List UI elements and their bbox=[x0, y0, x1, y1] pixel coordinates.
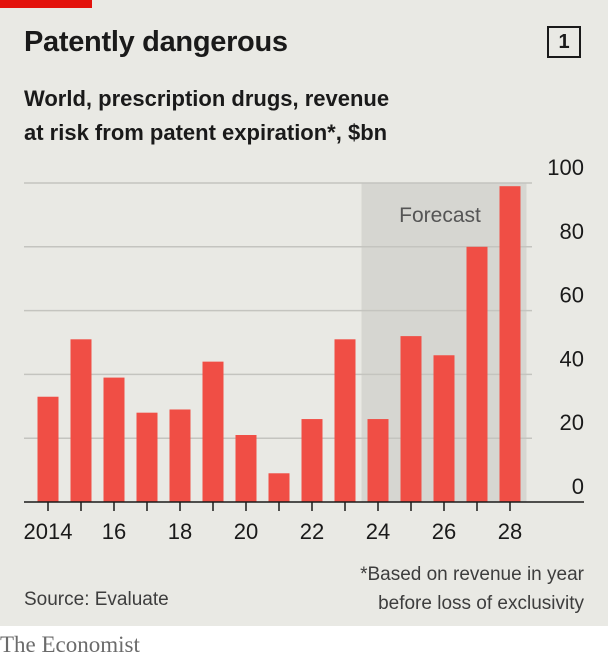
bar-2021 bbox=[268, 473, 290, 502]
subtitle-line-2: at risk from patent expiration*, $bn bbox=[24, 120, 388, 145]
y-tick-label: 20 bbox=[560, 410, 584, 435]
bar-2016 bbox=[103, 377, 125, 502]
bar-2015 bbox=[70, 339, 92, 502]
bar-2017 bbox=[136, 412, 158, 502]
bar-2027 bbox=[466, 246, 488, 502]
x-tick-label: 2014 bbox=[24, 519, 73, 544]
bar-2019 bbox=[202, 361, 224, 502]
bar-2014 bbox=[37, 396, 59, 502]
x-tick-label: 22 bbox=[300, 519, 324, 544]
chart-title: Patently dangerous bbox=[24, 26, 288, 58]
forecast-label: Forecast bbox=[399, 204, 481, 227]
x-tick-label: 26 bbox=[432, 519, 456, 544]
bar-2024 bbox=[367, 419, 389, 502]
bar-chart: Forecast 0 20 40 60 80 100 2014 16 18 20 22 24 26 28 bbox=[24, 155, 584, 544]
chart-subtitle: World, prescription drugs, revenue at ri… bbox=[24, 82, 389, 150]
bar-2028 bbox=[499, 186, 521, 502]
subtitle-line-1: World, prescription drugs, revenue bbox=[24, 86, 390, 111]
y-tick-label: 40 bbox=[560, 346, 584, 371]
x-tick-label: 16 bbox=[102, 519, 126, 544]
y-tick-label: 100 bbox=[547, 155, 584, 180]
footnote-line-1: *Based on revenue in year bbox=[360, 564, 584, 585]
y-tick-label: 0 bbox=[572, 474, 584, 499]
tick-labels: Forecast 0 20 40 60 80 100 2014 16 18 20 22 24 26 28 bbox=[24, 155, 584, 544]
bar-2026 bbox=[433, 355, 455, 502]
bar-2023 bbox=[334, 339, 356, 502]
source-note: Source: Evaluate bbox=[24, 589, 169, 610]
bar-2018 bbox=[169, 409, 191, 502]
bar-2020 bbox=[235, 435, 257, 502]
bar-2022 bbox=[301, 419, 323, 502]
footnote: *Based on revenue in year before loss of… bbox=[360, 560, 584, 618]
x-tick-label: 20 bbox=[234, 519, 258, 544]
x-tick-label: 18 bbox=[168, 519, 192, 544]
bars bbox=[37, 186, 521, 502]
y-tick-label: 60 bbox=[560, 283, 584, 308]
brand-red-tab bbox=[0, 0, 92, 8]
brand-logo-text: The Economist bbox=[0, 632, 140, 657]
x-tick-label: 24 bbox=[366, 519, 390, 544]
footnote-line-2: before loss of exclusivity bbox=[378, 593, 584, 614]
x-tick-label: 28 bbox=[498, 519, 522, 544]
bar-2025 bbox=[400, 336, 422, 502]
axes bbox=[24, 501, 584, 511]
chart-number-badge: 1 bbox=[547, 26, 581, 58]
y-tick-label: 80 bbox=[560, 219, 584, 244]
